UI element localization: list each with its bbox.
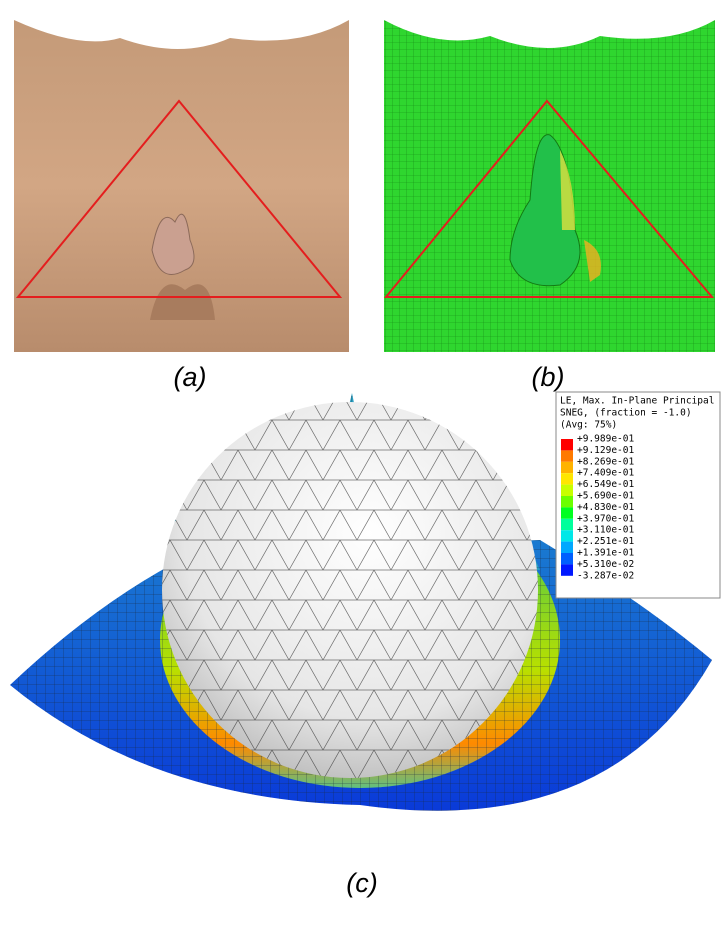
legend-value: +1.391e-01 [577, 548, 634, 559]
legend-swatch [561, 530, 573, 542]
panel-label: (b) [532, 362, 565, 392]
strain-hot [584, 240, 601, 282]
sphere-mesh [162, 402, 538, 778]
panel-b: (b) [383, 20, 715, 392]
legend-value: +3.970e-01 [577, 513, 634, 524]
legend-value: +9.129e-01 [577, 445, 634, 456]
legend-title: (Avg: 75%) [560, 420, 617, 431]
legend-swatch [561, 564, 573, 576]
legend-value: +6.549e-01 [577, 479, 634, 490]
legend-value: -3.287e-02 [577, 570, 634, 581]
legend-swatch [561, 541, 573, 553]
legend-swatch [561, 473, 573, 485]
legend-value: +9.989e-01 [577, 434, 634, 445]
legend-swatch [561, 484, 573, 496]
panel-label: (c) [346, 868, 377, 898]
legend-value: +2.251e-01 [577, 536, 634, 547]
photo [14, 20, 349, 352]
legend-swatch [561, 553, 573, 565]
legend-value: +7.409e-01 [577, 468, 634, 479]
prolapse [151, 213, 195, 275]
legend-swatch [561, 450, 573, 462]
legend-title: SNEG, (fraction = -1.0) [560, 408, 692, 419]
legend-swatch [561, 507, 573, 519]
triangle [383, 99, 715, 298]
triangle [15, 99, 343, 298]
legend-swatch [561, 496, 573, 508]
legend-swatch [561, 461, 573, 474]
legend-swatch [561, 439, 573, 451]
shadow [150, 284, 215, 320]
panel-a: (a) [14, 20, 349, 392]
legend-value: +4.830e-01 [577, 502, 634, 513]
legend-value: +5.690e-01 [577, 491, 634, 502]
legend-title: LE, Max. In-Plane Principal [560, 396, 714, 407]
legend-box [555, 391, 721, 599]
strain-hot [560, 150, 575, 230]
legend-swatch [561, 518, 573, 531]
legend-value: +3.110e-01 [577, 525, 634, 536]
legend-value: +8.269e-01 [577, 456, 634, 467]
legend-value: +5.310e-02 [577, 559, 634, 570]
panel-label: (a) [174, 362, 207, 392]
